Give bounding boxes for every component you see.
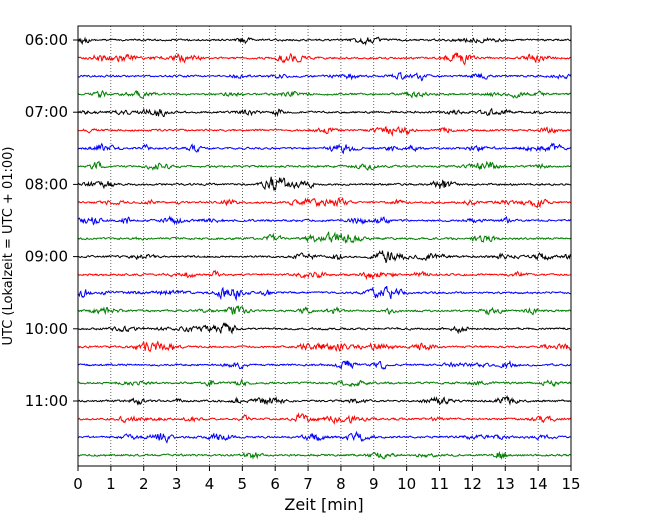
- trace-group: [77, 36, 572, 460]
- trace-line: [77, 322, 571, 335]
- trace-line: [77, 231, 572, 244]
- trace-line: [77, 412, 572, 426]
- trace-line: [77, 430, 571, 444]
- trace-line: [77, 125, 571, 137]
- trace-line: [77, 160, 572, 172]
- x-tick-label-0: 0: [73, 475, 83, 493]
- x-tick-label-9: 9: [369, 475, 379, 493]
- trace-line: [77, 176, 572, 192]
- x-tick-label-4: 4: [205, 475, 215, 493]
- y-tick-label-06:00: 06:00: [25, 31, 68, 49]
- y-axis-label: UTC (Lokalzeit = UTC + 01:00): [1, 147, 16, 346]
- y-tick-label-09:00: 09:00: [25, 248, 68, 266]
- x-tick-label-3: 3: [172, 475, 182, 493]
- y-tick-label-11:00: 11:00: [25, 392, 68, 410]
- trace-line: [77, 305, 572, 316]
- y-tick-label-08:00: 08:00: [25, 175, 68, 193]
- plot-frame: [77, 25, 572, 467]
- trace-line: [77, 340, 572, 353]
- trace-line: [77, 215, 572, 226]
- trace-line: [77, 359, 572, 371]
- x-tick-label-1: 1: [106, 475, 116, 493]
- trace-line: [77, 71, 572, 82]
- trace-line: [77, 51, 572, 66]
- x-axis-ticks: 0 1 2 3 4 5 6 7 8 9 10 11 12 13 14 15: [73, 466, 581, 493]
- vertical-gridlines: [110, 26, 539, 466]
- x-tick-label-5: 5: [238, 475, 248, 493]
- x-tick-label-7: 7: [303, 475, 313, 493]
- x-tick-label-12: 12: [463, 475, 482, 493]
- y-tick-label-10:00: 10:00: [25, 320, 68, 338]
- trace-line: [77, 250, 572, 263]
- trace-line: [77, 269, 571, 281]
- x-tick-label-8: 8: [336, 475, 346, 493]
- x-tick-label-11: 11: [430, 475, 449, 493]
- y-axis-ticks: 06:00 07:00 08:00 09:00 10:00 11:00: [25, 31, 78, 410]
- plot-background: [78, 26, 571, 466]
- trace-line: [77, 196, 571, 209]
- trace-line: [77, 285, 571, 302]
- x-axis-label: Zeit [min]: [284, 495, 363, 514]
- trace-line: [77, 450, 572, 460]
- x-tick-label-13: 13: [496, 475, 515, 493]
- x-tick-label-15: 15: [561, 475, 580, 493]
- trace-line: [77, 378, 572, 388]
- x-tick-label-2: 2: [139, 475, 149, 493]
- trace-line: [77, 36, 572, 46]
- x-tick-label-14: 14: [529, 475, 548, 493]
- trace-line: [77, 89, 571, 99]
- y-tick-label-07:00: 07:00: [25, 103, 68, 121]
- trace-line: [77, 142, 572, 155]
- trace-line: [77, 107, 571, 118]
- trace-line: [77, 395, 572, 406]
- x-tick-label-10: 10: [397, 475, 416, 493]
- x-tick-label-6: 6: [270, 475, 280, 493]
